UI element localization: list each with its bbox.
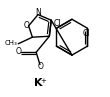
Text: +: +	[41, 78, 47, 84]
Text: O: O	[23, 21, 29, 30]
Text: CH₃: CH₃	[5, 40, 18, 46]
Text: K: K	[34, 78, 42, 88]
Text: N: N	[36, 8, 41, 17]
Text: O: O	[16, 47, 22, 56]
Text: O: O	[38, 62, 43, 71]
Text: Cl: Cl	[54, 19, 61, 28]
Text: Cl: Cl	[83, 29, 90, 38]
